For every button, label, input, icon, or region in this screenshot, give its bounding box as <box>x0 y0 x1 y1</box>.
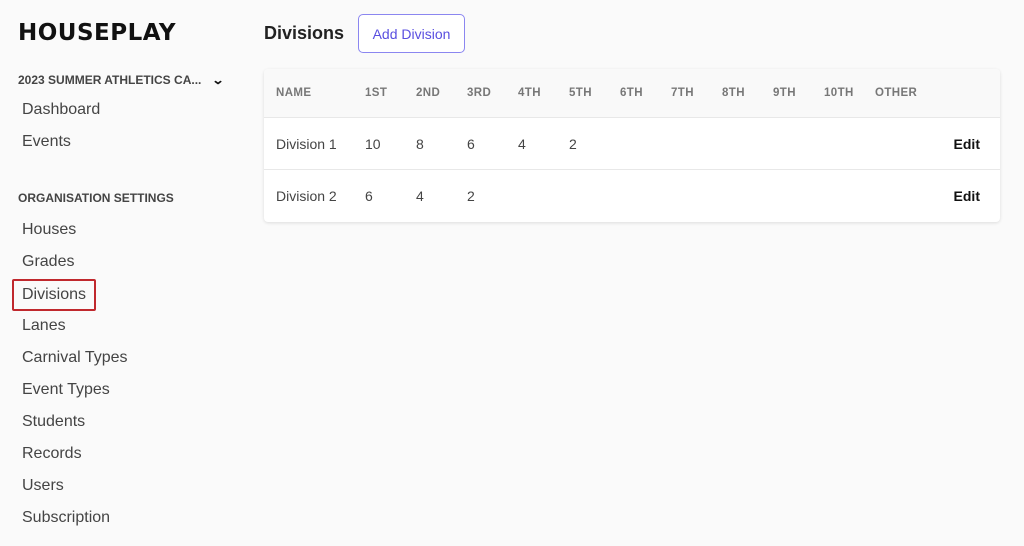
column-header: 8TH <box>722 87 745 99</box>
points-cell: 6 <box>467 135 475 152</box>
sidebar-item-grades[interactable]: Grades <box>22 253 75 270</box>
page-title: Divisions <box>264 23 345 43</box>
column-header: 4TH <box>518 87 541 99</box>
sidebar-item-event-types[interactable]: Event Types <box>22 381 110 398</box>
sidebar-item-events[interactable]: Events <box>22 133 71 150</box>
sidebar-item-students[interactable]: Students <box>22 413 86 430</box>
sidebar-item-lanes[interactable]: Lanes <box>22 317 66 334</box>
column-header: 5TH <box>569 87 592 99</box>
column-header: 10TH <box>824 87 854 99</box>
points-cell: 8 <box>416 135 424 152</box>
column-header: 7TH <box>671 87 694 99</box>
table-row: Division 1 10 8 6 4 2 Edit <box>264 117 1000 169</box>
column-header: NAME <box>276 87 312 99</box>
sidebar-item-carnival-types[interactable]: Carnival Types <box>22 349 128 366</box>
divisions-table: NAME 1ST 2ND 3RD 4TH 5TH 6TH 7TH 8TH 9TH 10TH OTHER… <box>264 69 1000 222</box>
points-cell: 4 <box>518 135 526 152</box>
chevron-down-icon: ⌄ <box>211 73 225 87</box>
sidebar-item-houses[interactable]: Houses <box>22 221 77 238</box>
table-row: Division 2 6 4 2 Edit <box>264 169 1000 221</box>
column-header: 6TH <box>620 87 643 99</box>
sidebar-item-users[interactable]: Users <box>22 477 64 494</box>
sidebar-item-divisions[interactable]: Divisions <box>12 279 97 311</box>
points-cell: 2 <box>569 135 577 152</box>
sidebar-item-dashboard[interactable]: Dashboard <box>22 101 101 118</box>
points-cell: 2 <box>467 187 475 204</box>
edit-button[interactable]: Edit <box>953 187 980 204</box>
table-header: NAME 1ST 2ND 3RD 4TH 5TH 6TH 7TH 8TH 9TH 10TH OTHER <box>264 69 1000 117</box>
points-cell: 6 <box>365 187 373 204</box>
carnival-selector[interactable]: 2023 SUMMER ATHLETICS CA... ⌄ <box>18 73 225 87</box>
edit-button[interactable]: Edit <box>953 135 980 152</box>
division-name: Division 2 <box>276 187 337 204</box>
sidebar-item-subscription[interactable]: Subscription <box>22 509 111 526</box>
carnival-selector-label: 2023 SUMMER ATHLETICS CA... <box>18 73 202 87</box>
column-header: 3RD <box>467 87 492 99</box>
organisation-settings-heading: ORGANISATION SETTINGS <box>18 191 174 205</box>
column-header: 9TH <box>773 87 796 99</box>
column-header: 1ST <box>365 87 388 99</box>
division-name: Division 1 <box>276 135 337 152</box>
points-cell: 4 <box>416 187 424 204</box>
add-division-button[interactable]: Add Division <box>358 14 465 53</box>
app-logo: HOUSEPLAY <box>18 20 177 46</box>
column-header: 2ND <box>416 87 441 99</box>
sidebar-item-records[interactable]: Records <box>22 445 82 462</box>
column-header: OTHER <box>875 87 918 99</box>
points-cell: 10 <box>365 135 381 152</box>
